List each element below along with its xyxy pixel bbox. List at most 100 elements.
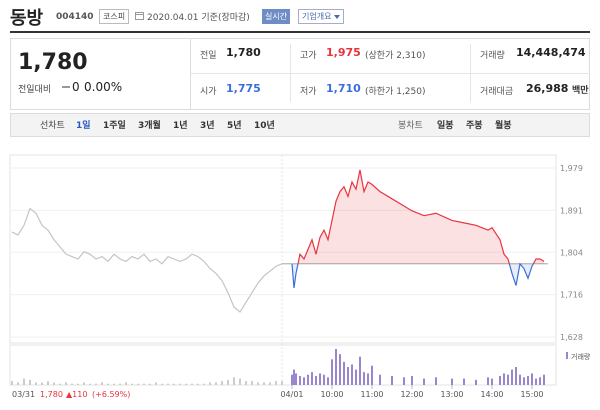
volume-bar <box>191 383 193 385</box>
volume-bar <box>403 377 405 385</box>
header-rule <box>10 31 590 33</box>
volume-bar <box>89 383 91 385</box>
volume-bar <box>269 382 271 385</box>
volume-bar <box>499 376 501 385</box>
summary-note: (상한가 2,310) <box>365 51 426 61</box>
volume-bar <box>291 374 293 385</box>
summary-label: 거래대금 <box>480 87 514 97</box>
legend-label: 거래량 <box>571 352 591 361</box>
volume-bar <box>307 374 309 385</box>
volume-bar <box>257 382 259 385</box>
volume-bar <box>149 383 151 385</box>
volume-bar <box>503 373 505 385</box>
volume-bar <box>303 377 305 385</box>
footer-rate: (+6.59%) <box>92 390 130 399</box>
y-tick-label: 1,891 <box>560 206 583 215</box>
candle-tab[interactable]: 월봉 <box>495 121 512 131</box>
company-info-button[interactable]: 기업개요 <box>298 9 345 24</box>
footer-close: 1,780 <box>40 390 63 399</box>
period-tab[interactable]: 10년 <box>254 121 275 131</box>
volume-bar <box>295 373 297 385</box>
period-tab[interactable]: 1일 <box>76 121 91 131</box>
volume-bar <box>351 364 353 385</box>
volume-bar <box>315 376 317 385</box>
volume-bar <box>167 383 169 385</box>
volume-bar <box>367 373 369 385</box>
x-tick-label: 15:00 <box>520 390 543 399</box>
x-tick-label: 10:00 <box>320 390 343 399</box>
volume-bar <box>107 383 109 385</box>
period-tab[interactable]: 5년 <box>227 121 242 131</box>
volume-bar <box>451 378 453 385</box>
candle-tab[interactable]: 주봉 <box>466 121 483 131</box>
y-tick-label: 1,979 <box>560 164 583 173</box>
tab-bar <box>10 113 590 137</box>
volume-bar <box>245 381 247 385</box>
volume-bar <box>41 382 43 385</box>
summary-label: 시가 <box>200 87 217 97</box>
dropdown-arrow <box>334 15 341 19</box>
market-badge: 코스피 <box>99 9 130 24</box>
period-tab[interactable]: 3년 <box>200 121 215 131</box>
base-date: 2020.04.01 기준(장마감) <box>147 13 250 23</box>
volume-bar <box>355 369 357 385</box>
summary-value: 1,775 <box>226 82 261 95</box>
period-tab[interactable]: 1주일 <box>103 121 126 131</box>
x-tick-label: 11:00 <box>360 390 383 399</box>
volume-bar <box>339 354 341 385</box>
volume-bar <box>11 381 13 385</box>
price-line-down <box>291 263 535 288</box>
volume-bar <box>251 381 253 385</box>
volume-bar <box>143 383 145 385</box>
volume-bar <box>125 382 127 385</box>
volume-bar <box>491 378 493 385</box>
summary-label: 전일 <box>200 51 217 61</box>
x-tick-label: 04/01 <box>280 390 303 399</box>
footer-change: ▲110 <box>66 390 87 399</box>
summary-note: (하한가 1,250) <box>365 87 426 97</box>
volume-bar <box>101 382 103 385</box>
x-tick-label: 13:00 <box>440 390 463 399</box>
volume-bar <box>311 372 313 385</box>
volume-bar <box>531 373 533 385</box>
volume-bar <box>523 377 525 385</box>
volume-bar <box>391 376 393 385</box>
volume-bar <box>77 383 79 385</box>
chart: 1,628 1,716 1,804 1,891 1,979 04/01 10:00 11:00… <box>9 154 591 399</box>
realtime-button[interactable]: 실시간 <box>262 9 291 24</box>
volume-bar <box>323 374 325 385</box>
volume-bar <box>131 383 133 385</box>
volume-bar <box>203 383 205 385</box>
previous-line <box>11 207 283 313</box>
volume-bar <box>507 374 509 385</box>
summary-value: 1,975 <box>326 46 361 59</box>
volume-bar <box>215 382 217 385</box>
divider <box>190 38 191 109</box>
volume-bar <box>535 378 537 385</box>
volume-bar <box>539 377 541 385</box>
x-tick-label: 14:00 <box>480 390 503 399</box>
volume-bar <box>423 378 425 385</box>
tab-group-label: 봉차트 <box>398 121 423 131</box>
price-line-up <box>292 169 545 264</box>
summary-value: 1,780 <box>226 46 261 59</box>
volume-bar <box>371 365 373 385</box>
volume-bar <box>23 378 25 385</box>
summary-label: 거래량 <box>480 51 505 61</box>
volume-frame <box>9 344 557 386</box>
volume-bar <box>197 383 199 385</box>
summary-box <box>10 38 590 110</box>
volume-bar <box>519 374 521 385</box>
period-tab[interactable]: 3개월 <box>138 121 161 131</box>
volume-bar <box>137 383 139 385</box>
volume-bar <box>515 367 517 385</box>
volume-bar <box>543 374 545 385</box>
volume-bar <box>83 382 85 385</box>
volume-bar <box>53 382 55 385</box>
volume-bar <box>119 383 121 385</box>
candle-tab[interactable]: 일봉 <box>437 121 454 131</box>
volume-bar <box>71 383 73 385</box>
period-tab[interactable]: 1년 <box>173 121 188 131</box>
change-label: 전일대비 <box>18 85 52 95</box>
